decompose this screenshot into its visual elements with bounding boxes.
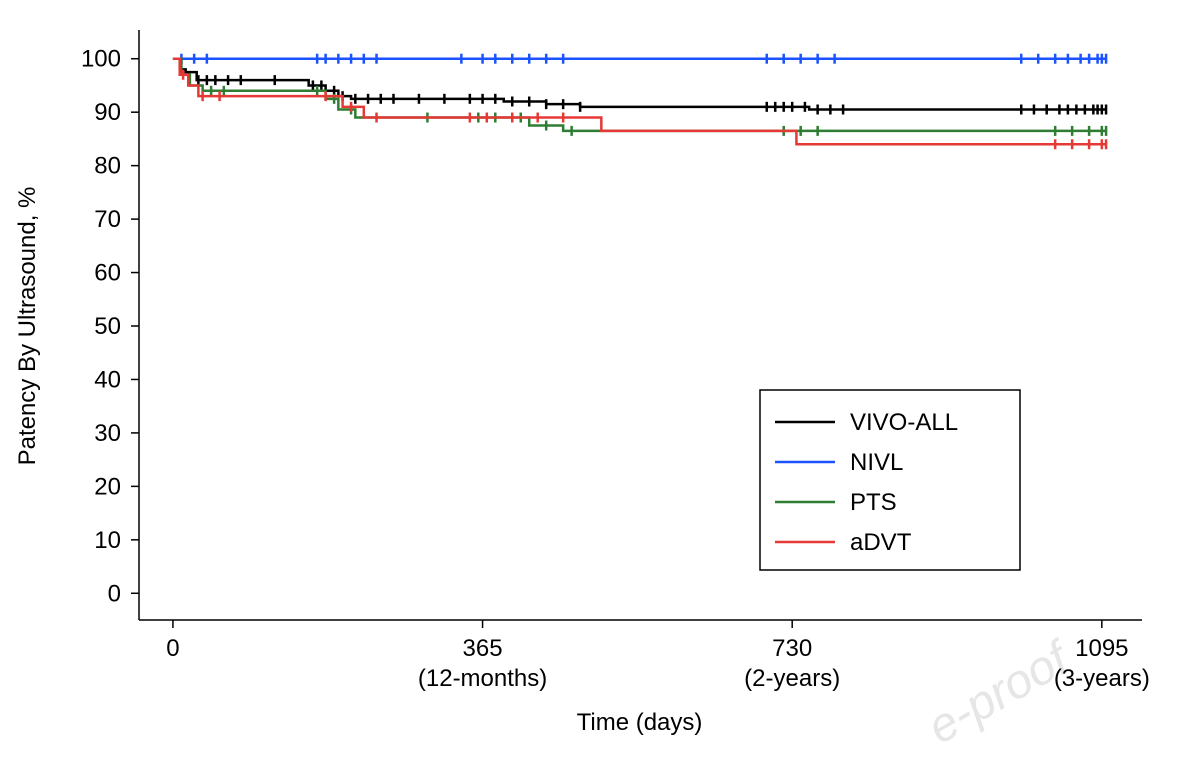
watermark: e-proof <box>919 630 1081 754</box>
x-tick-label: 1095 <box>1075 635 1128 662</box>
y-tick-label: 80 <box>94 153 121 180</box>
series-pts <box>173 59 1106 131</box>
x-axis-label: Time (days) <box>577 709 703 736</box>
x-tick-label: 365 <box>463 635 503 662</box>
legend: VIVO-ALL NIVL PTS aDVT <box>760 390 1020 570</box>
y-tick-label: 40 <box>94 366 121 393</box>
legend-label: PTS <box>850 489 897 516</box>
km-chart: e-proof 0 10 20 30 40 50 60 70 80 90 100 0 365 (12-mo… <box>0 0 1200 777</box>
y-tick-label: 30 <box>94 420 121 447</box>
y-tick-label: 90 <box>94 99 121 126</box>
x-tick-sublabel: (2-years) <box>744 665 840 692</box>
y-tick-label: 0 <box>108 580 121 607</box>
x-tick-sublabel: (12-months) <box>418 665 547 692</box>
x-tick-label: 0 <box>166 635 179 662</box>
y-tick-label: 10 <box>94 527 121 554</box>
y-tick-label: 100 <box>81 46 121 73</box>
x-tick-label: 730 <box>772 635 812 662</box>
y-tick-label: 70 <box>94 206 121 233</box>
x-tick-sublabel: (3-years) <box>1054 665 1150 692</box>
y-tick-label: 20 <box>94 473 121 500</box>
legend-label: VIVO-ALL <box>850 409 958 436</box>
y-tick-label: 50 <box>94 313 121 340</box>
y-tick-label: 60 <box>94 260 121 287</box>
y-axis-label: Patency By Ultrasound, % <box>14 187 41 466</box>
legend-label: aDVT <box>850 529 912 556</box>
legend-label: NIVL <box>850 449 903 476</box>
